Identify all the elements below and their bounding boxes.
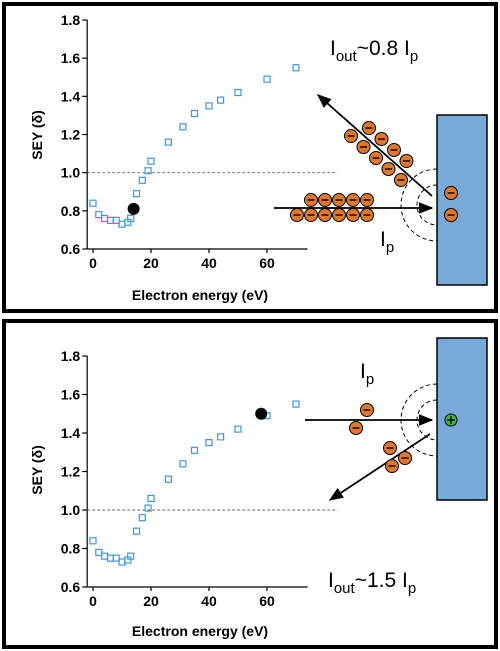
data-point (118, 558, 126, 566)
annotation-subscript: out (334, 580, 356, 597)
data-point (205, 102, 213, 110)
x-tick-label: 60 (259, 593, 275, 609)
panel-frame (2, 319, 498, 649)
data-point (127, 552, 135, 560)
x-tick-label: 20 (143, 255, 159, 271)
data-point (95, 548, 103, 556)
y-tick-label: 0.6 (61, 241, 81, 257)
data-point (132, 190, 141, 198)
data-point (292, 400, 300, 408)
arrow-out (316, 94, 433, 197)
x-tick-label: 20 (143, 593, 159, 609)
y-tick-label: 1.8 (61, 348, 81, 364)
y-tick-label: 1.0 (61, 502, 81, 518)
dashed-arc (400, 168, 438, 242)
y-tick-label: 0.8 (61, 203, 81, 219)
electrons (290, 121, 458, 222)
data-point (100, 214, 109, 223)
data-point (89, 199, 97, 207)
data-point (179, 123, 187, 131)
y-axis-label: SEY (δ) (29, 110, 45, 159)
data-point (138, 176, 146, 184)
y-tick-label: 1.0 (61, 165, 81, 181)
data-point (144, 167, 152, 175)
data-point (112, 216, 120, 224)
highlight-point (127, 202, 140, 215)
data-point (234, 88, 242, 97)
data-point (112, 554, 120, 562)
data-point (190, 109, 199, 118)
surface (436, 337, 488, 501)
data-point (179, 460, 187, 468)
data-point (292, 64, 300, 72)
data-point (217, 433, 225, 441)
x-tick-label: 40 (201, 255, 217, 271)
annotation-text: I (380, 228, 386, 251)
diagram-top (274, 94, 488, 286)
data-point (164, 138, 172, 146)
data-point (205, 439, 213, 447)
annotation-text: ~1.5 I (355, 569, 408, 592)
x-tick-label: 40 (201, 593, 217, 609)
annotation-subscript: p (386, 239, 394, 256)
diagram-bottom (305, 337, 488, 501)
annotation: Iout~0.8 Ip (330, 37, 418, 65)
y-tick-label: 0.6 (61, 579, 81, 595)
data-point (217, 96, 225, 104)
data-point (138, 514, 146, 522)
x-axis-label: Electron energy (eV) (132, 623, 268, 639)
y-tick-label: 1.2 (61, 127, 81, 143)
electrons (349, 403, 412, 473)
data-point (89, 537, 97, 545)
annotation: Iout~1.5 Ip (328, 569, 416, 597)
annotation: Ip (380, 228, 394, 256)
y-tick-label: 1.4 (61, 88, 81, 104)
data-point (147, 494, 155, 503)
y-tick-label: 1.6 (61, 50, 81, 66)
arrow-out (328, 433, 431, 501)
data-point (144, 504, 152, 512)
data-point (164, 475, 172, 483)
data-point (147, 157, 155, 165)
y-tick-label: 1.8 (61, 12, 81, 28)
annotation-subscript: p (408, 580, 416, 597)
y-tick-label: 1.6 (61, 387, 81, 403)
data-point (234, 425, 242, 433)
surface (436, 114, 488, 286)
x-tick-label: 0 (89, 255, 97, 271)
annotation-text: I (330, 37, 336, 60)
y-tick-label: 0.8 (61, 541, 81, 557)
y-tick-label: 1.4 (61, 425, 81, 441)
annotation-subscript: out (336, 48, 358, 65)
dashed-arc (416, 184, 438, 226)
annotation-text: I (328, 569, 334, 592)
data-point (190, 446, 199, 454)
x-tick-label: 0 (89, 593, 97, 609)
annotation-subscript: p (410, 48, 418, 65)
data-point (106, 216, 115, 224)
data-point (100, 552, 109, 560)
highlight-point (255, 407, 268, 420)
panel-frame (2, 2, 498, 313)
annotation-text: ~0.8 I (357, 37, 410, 60)
annotation: Ip (360, 360, 374, 388)
data-point (118, 220, 126, 228)
x-tick-label: 60 (259, 255, 275, 271)
data-point (95, 211, 103, 219)
y-tick-label: 1.2 (61, 464, 81, 480)
data-point (127, 214, 135, 223)
data-point (132, 527, 141, 535)
data-point (106, 554, 115, 562)
annotation-subscript: p (366, 371, 374, 388)
y-axis-label: SEY (δ) (29, 445, 45, 494)
annotation-text: I (360, 360, 366, 383)
data-point (263, 75, 271, 83)
x-axis-label: Electron energy (eV) (132, 287, 268, 303)
